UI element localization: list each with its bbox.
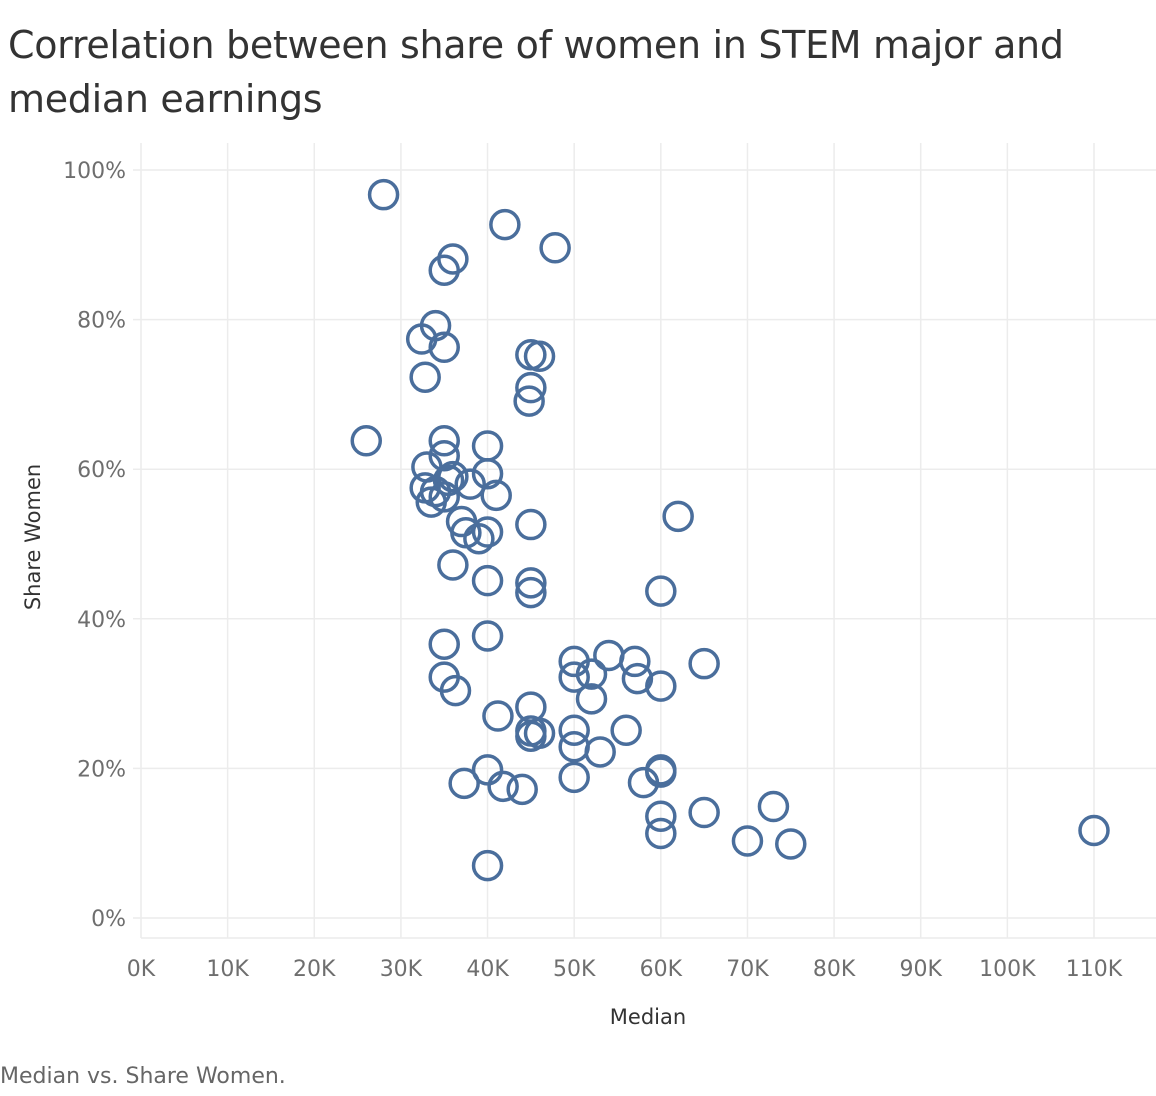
- data-point[interactable]: [428, 331, 460, 364]
- y-tick-label: 100%: [63, 159, 126, 184]
- x-tick-label: 0K: [127, 957, 156, 982]
- data-point[interactable]: [645, 575, 677, 607]
- data-point[interactable]: [480, 479, 512, 512]
- x-tick-label: 70K: [726, 957, 769, 982]
- x-tick-label: 110K: [1066, 957, 1123, 982]
- gridlines: [133, 143, 1156, 939]
- data-points: [350, 178, 1110, 882]
- y-tick-label: 60%: [77, 458, 126, 483]
- data-point[interactable]: [506, 773, 538, 806]
- data-point[interactable]: [515, 508, 547, 541]
- data-point[interactable]: [575, 658, 608, 690]
- data-point[interactable]: [523, 340, 556, 373]
- data-point[interactable]: [775, 828, 807, 860]
- data-point[interactable]: [645, 756, 677, 788]
- data-point[interactable]: [489, 208, 521, 241]
- data-point[interactable]: [757, 790, 790, 823]
- data-point[interactable]: [645, 817, 677, 850]
- x-tick-label: 10K: [206, 957, 249, 982]
- data-point[interactable]: [428, 481, 460, 513]
- data-point[interactable]: [439, 674, 472, 707]
- data-point[interactable]: [367, 178, 400, 211]
- data-point[interactable]: [513, 385, 545, 417]
- data-point[interactable]: [471, 754, 504, 786]
- x-axis-title: Median: [610, 1005, 686, 1029]
- data-point[interactable]: [619, 645, 651, 678]
- data-point[interactable]: [482, 700, 514, 732]
- data-point[interactable]: [437, 549, 469, 581]
- data-point[interactable]: [515, 720, 547, 752]
- data-point[interactable]: [1078, 814, 1110, 847]
- chart-title: Correlation between share of women in ST…: [8, 23, 1064, 121]
- data-point[interactable]: [515, 567, 547, 599]
- data-point[interactable]: [428, 439, 460, 472]
- data-point[interactable]: [621, 662, 654, 695]
- chart-caption: Median vs. Share Women.: [0, 1064, 286, 1089]
- data-point[interactable]: [662, 500, 694, 533]
- x-tick-label: 30K: [380, 957, 423, 982]
- data-point[interactable]: [558, 761, 590, 794]
- data-point[interactable]: [487, 770, 519, 803]
- y-tick-label: 40%: [77, 608, 126, 633]
- y-axis-ticks: 0% 20% 40% 60% 80% 100%: [63, 159, 126, 932]
- data-point[interactable]: [688, 796, 720, 829]
- x-axis-ticks: 0K 10K 20K 30K 40K 50K 60K 70K 80K 90K 100K 110K: [127, 957, 1123, 982]
- data-point[interactable]: [584, 736, 616, 768]
- x-tick-label: 20K: [293, 957, 336, 982]
- y-tick-label: 80%: [77, 309, 126, 334]
- data-point[interactable]: [454, 468, 486, 500]
- data-point[interactable]: [471, 564, 504, 597]
- data-point[interactable]: [558, 661, 590, 693]
- data-point[interactable]: [688, 647, 720, 680]
- data-point[interactable]: [558, 714, 590, 747]
- data-point[interactable]: [428, 628, 460, 660]
- data-point[interactable]: [428, 254, 460, 286]
- data-point[interactable]: [627, 766, 660, 799]
- y-axis-title: Share Women: [21, 464, 45, 610]
- data-point[interactable]: [405, 323, 438, 355]
- data-point[interactable]: [515, 576, 547, 609]
- data-point[interactable]: [471, 849, 504, 882]
- data-point[interactable]: [350, 425, 383, 457]
- x-tick-label: 50K: [553, 957, 596, 982]
- data-point[interactable]: [539, 232, 571, 264]
- y-tick-label: 20%: [77, 757, 126, 782]
- data-point[interactable]: [610, 714, 642, 747]
- data-point[interactable]: [731, 825, 764, 857]
- x-tick-label: 80K: [813, 957, 856, 982]
- data-point[interactable]: [428, 425, 460, 457]
- x-tick-label: 90K: [900, 957, 943, 982]
- data-point[interactable]: [448, 767, 480, 800]
- data-point[interactable]: [463, 523, 495, 555]
- x-tick-label: 100K: [979, 957, 1036, 982]
- data-point[interactable]: [515, 371, 547, 404]
- data-point[interactable]: [471, 620, 504, 652]
- data-point[interactable]: [575, 683, 608, 715]
- x-tick-label: 40K: [466, 957, 509, 982]
- data-point[interactable]: [409, 361, 441, 393]
- data-point[interactable]: [593, 639, 625, 672]
- data-point[interactable]: [471, 457, 504, 490]
- data-point[interactable]: [645, 800, 677, 833]
- data-point[interactable]: [645, 670, 677, 702]
- y-tick-label: 0%: [91, 907, 126, 932]
- x-tick-label: 60K: [640, 957, 683, 982]
- data-point[interactable]: [471, 516, 504, 548]
